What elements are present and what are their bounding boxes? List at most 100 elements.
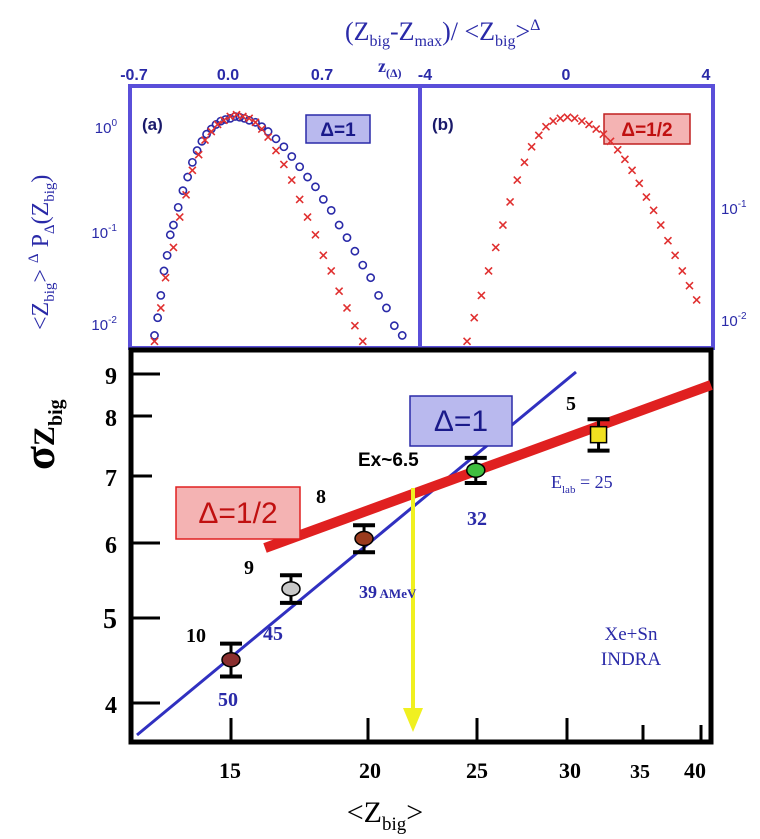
panel-b-point-0-1: [470, 313, 479, 322]
panel-b-point-0-7: [513, 176, 522, 185]
panel-a-label: (a): [142, 115, 163, 134]
panel-a-point-1-0: [150, 337, 159, 346]
panel-a-point-1-13: [232, 110, 241, 119]
panel-b-point-0-2: [477, 291, 486, 300]
ytick-c-8: 8: [105, 406, 117, 432]
panel-a-point-1-5: [182, 190, 191, 199]
panel-b-point-0-18: [592, 124, 601, 134]
panel-a-point-0-37: [358, 260, 368, 270]
fit-line-delta-half: [263, 380, 713, 553]
point-3-marker: [466, 462, 486, 478]
z-delta-label: z(Δ): [378, 56, 402, 80]
panel-a-point-1-10: [213, 120, 222, 129]
panel-a-point-0-2: [156, 290, 166, 300]
point-label-5: 5: [566, 393, 576, 415]
point-label-10: 10: [186, 625, 206, 647]
box-delta-1: [409, 395, 513, 447]
panel-a-point-0-17: [221, 115, 230, 124]
point-label-9: 9: [244, 557, 254, 579]
point-label-8: 8: [316, 486, 326, 508]
panel-a-point-1-27: [335, 287, 344, 296]
panel-b-point-0-6: [506, 197, 515, 206]
panel-b-point-0-0: [462, 337, 472, 346]
panel-a-point-1-7: [194, 150, 203, 159]
xtick-c-35: 35: [630, 761, 650, 783]
point-label-39: 39 AMeV: [359, 582, 417, 602]
panel-a-markers: [150, 110, 407, 346]
ytick-b-0: 10-1: [721, 199, 747, 218]
panel-b-point-0-10: [534, 131, 543, 140]
panel-a-point-1-2: [161, 273, 170, 282]
ytick-c-5: 5: [103, 604, 117, 635]
panel-a-point-0-35: [342, 233, 352, 243]
panel-b-point-0-20: [606, 137, 615, 146]
panel-a-point-1-8: [200, 135, 210, 145]
ytick-a-0: 100: [95, 118, 118, 137]
panel-b-point-0-26: [649, 206, 658, 215]
panel-b-point-0-11: [541, 122, 551, 131]
ex-label: Ex~6.5: [358, 450, 419, 471]
panel-a-point-0-27: [279, 142, 289, 152]
point-label-45: 45: [263, 623, 283, 645]
panel-a-point-1-4: [175, 213, 184, 222]
panel-a-point-0-29: [295, 162, 305, 172]
panel-a-point-0-0: [150, 331, 159, 340]
ytick-c-9: 9: [105, 364, 117, 390]
panel-b-point-0-5: [498, 221, 507, 230]
panel-a-point-0-23: [251, 117, 260, 127]
panel-a-point-1-19: [271, 146, 281, 155]
point-1-marker: [281, 581, 301, 597]
panel-a-point-1-29: [350, 321, 359, 330]
panel-a-point-1-9: [207, 127, 216, 136]
panel-a-point-1-21: [287, 176, 296, 185]
panel-b-point-0-22: [620, 155, 629, 164]
box-delta-1-text: Δ=1: [434, 405, 488, 438]
panel-a-point-1-23: [303, 213, 312, 222]
panel-a-point-0-4: [162, 250, 172, 260]
top-tick-b-1: 0: [562, 67, 571, 84]
panel-b-point-0-32: [692, 295, 701, 305]
xtick-c-40: 40: [684, 758, 706, 783]
panel-a-point-0-3: [159, 266, 169, 276]
panel-b-point-0-28: [663, 236, 673, 245]
panel-a-point-1-22: [295, 195, 304, 204]
point-0-marker: [221, 651, 241, 668]
top-tick-b-2: 4: [702, 67, 711, 84]
bottom-x-ticks: [229, 718, 703, 742]
xtick-c-25: 25: [466, 758, 488, 783]
legend-box-delta-half-text: Δ=1/2: [621, 120, 672, 141]
panel-a-point-0-40: [382, 303, 391, 313]
panel-a-point-0-1: [153, 313, 163, 323]
panel-b-point-0-25: [642, 192, 651, 202]
panel-b-point-0-13: [556, 114, 565, 123]
ytick-c-6: 6: [105, 533, 117, 559]
xtick-c-20: 20: [359, 758, 381, 783]
panel-a-point-0-34: [334, 220, 344, 230]
bottom-y-ticks: [131, 372, 160, 705]
legend-box-delta-half: [603, 113, 691, 145]
point-4-marker: [589, 425, 608, 444]
panel-a-point-1-24: [311, 230, 320, 239]
panel-a-point-0-24: [257, 122, 267, 132]
panel-a-point-0-36: [350, 246, 360, 256]
panel-a-point-0-28: [287, 152, 297, 161]
box-delta-half: [175, 486, 301, 540]
panel-b-point-0-27: [656, 221, 665, 230]
panel-a-point-1-3: [169, 243, 178, 252]
panel-b-point-0-29: [671, 251, 680, 260]
panel-a-point-0-39: [374, 290, 383, 300]
panel-b-point-0-15: [570, 114, 579, 123]
panel-b-point-0-21: [613, 145, 622, 154]
ytick-c-4: 4: [105, 693, 117, 719]
panel-b-point-0-17: [584, 120, 594, 129]
panel-a-point-0-32: [318, 194, 328, 204]
panel-a-point-1-26: [327, 266, 336, 276]
panel-b-point-0-8: [520, 158, 529, 167]
panel-b-point-0-3: [484, 266, 493, 276]
panel-b-point-0-14: [563, 113, 572, 122]
panel-b-markers: [462, 113, 701, 346]
legend-box-delta1-text: Δ=1: [320, 120, 356, 141]
panel-a-point-0-31: [311, 182, 320, 192]
detector-label: INDRA: [601, 649, 661, 670]
system-label: Xe+Sn: [605, 624, 658, 645]
